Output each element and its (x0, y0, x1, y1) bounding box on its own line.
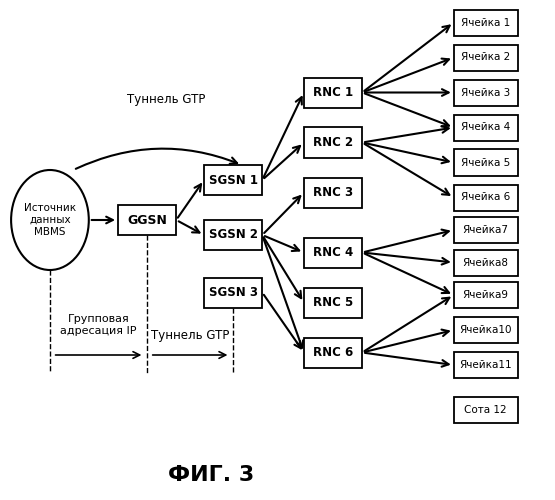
Ellipse shape (11, 170, 89, 270)
FancyBboxPatch shape (454, 114, 518, 140)
Text: Ячейка7: Ячейка7 (463, 225, 508, 235)
Text: Ячейка 1: Ячейка 1 (461, 18, 510, 28)
FancyBboxPatch shape (304, 78, 362, 108)
Text: Ячейка10: Ячейка10 (460, 325, 512, 335)
FancyBboxPatch shape (454, 282, 518, 308)
Text: Сота 12: Сота 12 (465, 405, 507, 415)
FancyBboxPatch shape (304, 178, 362, 208)
Text: Ячейка 2: Ячейка 2 (461, 52, 510, 62)
Text: RNC 4: RNC 4 (313, 246, 353, 259)
Text: ФИГ. 3: ФИГ. 3 (168, 465, 254, 485)
Text: SGSN 3: SGSN 3 (209, 286, 258, 299)
FancyBboxPatch shape (454, 250, 518, 276)
FancyBboxPatch shape (204, 220, 263, 250)
FancyBboxPatch shape (454, 80, 518, 106)
FancyBboxPatch shape (454, 217, 518, 243)
Text: Ячейка11: Ячейка11 (460, 360, 512, 370)
FancyBboxPatch shape (304, 238, 362, 268)
FancyBboxPatch shape (454, 44, 518, 70)
Text: Групповая
адресация IP: Групповая адресация IP (60, 314, 137, 336)
Text: SGSN 2: SGSN 2 (209, 228, 258, 241)
Text: RNC 3: RNC 3 (313, 186, 353, 199)
FancyBboxPatch shape (118, 205, 176, 235)
Text: RNC 2: RNC 2 (313, 136, 353, 149)
Text: RNC 6: RNC 6 (313, 346, 353, 359)
Text: GGSN: GGSN (127, 214, 167, 226)
Text: Ячейка 6: Ячейка 6 (461, 192, 510, 202)
FancyBboxPatch shape (454, 397, 518, 423)
FancyBboxPatch shape (204, 165, 263, 195)
Text: Ячейка8: Ячейка8 (463, 258, 508, 268)
FancyBboxPatch shape (454, 10, 518, 36)
Text: Ячейка 3: Ячейка 3 (461, 88, 510, 98)
Text: Источник
данных
MBMS: Источник данных MBMS (24, 204, 76, 236)
FancyBboxPatch shape (304, 338, 362, 368)
Text: Ячейка9: Ячейка9 (463, 290, 508, 300)
Text: Туннель GTP: Туннель GTP (151, 328, 229, 342)
Text: RNC 5: RNC 5 (313, 296, 353, 309)
FancyBboxPatch shape (304, 288, 362, 318)
FancyBboxPatch shape (454, 317, 518, 343)
FancyBboxPatch shape (454, 352, 518, 378)
Text: RNC 1: RNC 1 (313, 86, 353, 99)
Text: Туннель GTP: Туннель GTP (127, 94, 206, 106)
Text: SGSN 1: SGSN 1 (209, 174, 258, 186)
FancyBboxPatch shape (454, 150, 518, 176)
FancyBboxPatch shape (204, 278, 263, 308)
FancyBboxPatch shape (454, 184, 518, 210)
Text: Ячейка 4: Ячейка 4 (461, 122, 510, 132)
Text: Ячейка 5: Ячейка 5 (461, 158, 510, 168)
FancyBboxPatch shape (304, 128, 362, 158)
